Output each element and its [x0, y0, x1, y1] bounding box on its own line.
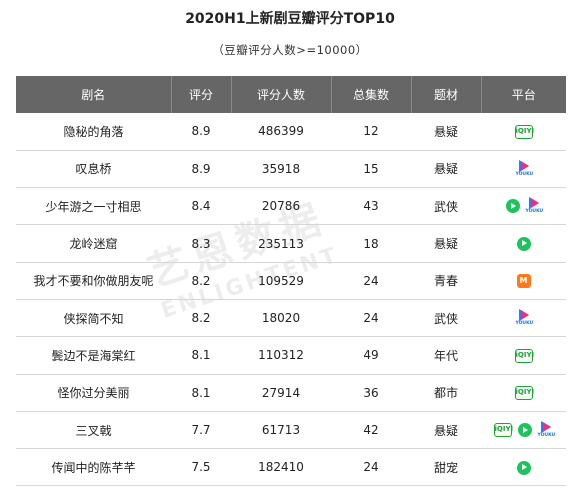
tencent-video-icon	[517, 423, 532, 438]
votes-cell: 110312	[231, 336, 331, 375]
table-row: 侠探简不知 8.2 18020 24 武侠 YOUKU	[16, 299, 566, 338]
episodes-cell: 36	[331, 374, 411, 412]
header-platform: 平台	[481, 76, 566, 113]
iqiyi-icon: iQIYI	[514, 124, 534, 139]
platform-cell: iQIYI	[481, 336, 566, 375]
genre-cell: 武侠	[411, 187, 481, 226]
score-cell: 8.9	[171, 113, 231, 151]
header-score: 评分	[171, 76, 232, 113]
genre-cell: 悬疑	[411, 113, 481, 151]
votes-cell: 486399	[231, 113, 331, 151]
genre-cell: 武侠	[411, 299, 481, 338]
votes-cell: 18020	[231, 299, 331, 338]
score-cell: 8.1	[171, 374, 231, 412]
youku-icon: YOUKU	[538, 421, 555, 439]
score-cell: 8.9	[171, 150, 231, 189]
platform-cell: YOUKU	[481, 187, 566, 226]
episodes-cell: 24	[331, 448, 411, 487]
votes-cell: 61713	[231, 411, 331, 450]
table-row: 龙岭迷窟 8.3 235113 18 悬疑	[16, 224, 566, 263]
youku-icon: YOUKU	[516, 309, 533, 327]
table-row: 叹息桥 8.9 35918 15 悬疑 YOUKU	[16, 150, 566, 189]
votes-cell: 20786	[231, 187, 331, 226]
table-row: 鬓边不是海棠红 8.1 110312 49 年代 iQIYI	[16, 336, 566, 375]
header-votes: 评分人数	[231, 76, 332, 113]
episodes-cell: 49	[331, 336, 411, 375]
votes-cell: 182410	[231, 448, 331, 487]
page-title: 2020H1上新剧豆瓣评分TOP10	[185, 11, 395, 27]
table-row: 少年游之一寸相思 8.4 20786 43 武侠 YOUKU	[16, 187, 566, 226]
votes-cell: 35918	[231, 150, 331, 189]
platform-cell: iQIYI	[481, 113, 566, 151]
platform-cell: YOUKU	[481, 299, 566, 338]
score-cell: 8.4	[171, 187, 231, 226]
genre-cell: 青春	[411, 262, 481, 300]
episodes-cell: 12	[331, 113, 411, 151]
table-row: 我才不要和你做朋友呢 8.2 109529 24 青春 M	[16, 262, 566, 300]
votes-cell: 27914	[231, 374, 331, 412]
drama-name-cell: 隐秘的角落	[16, 113, 171, 151]
episodes-cell: 43	[331, 187, 411, 226]
table-header-row: 剧名 评分 评分人数 总集数 题材 平台	[16, 76, 566, 113]
drama-name-cell: 少年游之一寸相思	[16, 187, 171, 226]
episodes-cell: 24	[331, 299, 411, 338]
drama-name-cell: 叹息桥	[16, 150, 171, 189]
youku-icon: YOUKU	[526, 197, 543, 215]
votes-cell: 109529	[231, 262, 331, 300]
score-cell: 7.5	[171, 448, 231, 487]
iqiyi-icon: iQIYI	[493, 423, 513, 438]
tencent-video-icon	[505, 199, 520, 214]
genre-cell: 悬疑	[411, 150, 481, 189]
drama-name-cell: 我才不要和你做朋友呢	[16, 262, 171, 300]
platform-cell	[481, 448, 566, 487]
genre-cell: 悬疑	[411, 411, 481, 450]
score-cell: 7.7	[171, 411, 231, 450]
platform-cell: iQIYI YOUKU	[481, 411, 566, 450]
platform-cell: YOUKU	[481, 150, 566, 189]
iqiyi-icon: iQIYI	[514, 348, 534, 363]
mango-tv-icon: M	[516, 274, 531, 289]
episodes-cell: 24	[331, 262, 411, 300]
genre-cell: 年代	[411, 336, 481, 375]
table-row: 怪你过分美丽 8.1 27914 36 都市 iQIYI	[16, 374, 566, 412]
tencent-video-icon	[516, 460, 531, 475]
drama-name-cell: 怪你过分美丽	[16, 374, 171, 412]
episodes-cell: 18	[331, 224, 411, 263]
drama-name-cell: 传闻中的陈芊芊	[16, 448, 171, 487]
platform-cell	[481, 224, 566, 263]
score-cell: 8.2	[171, 262, 231, 300]
genre-cell: 都市	[411, 374, 481, 412]
genre-cell: 甜宠	[411, 448, 481, 487]
drama-name-cell: 三叉戟	[16, 411, 171, 450]
platform-cell: iQIYI	[481, 374, 566, 412]
drama-name-cell: 鬓边不是海棠红	[16, 336, 171, 375]
genre-cell: 悬疑	[411, 224, 481, 263]
drama-name-cell: 龙岭迷窟	[16, 224, 171, 263]
votes-cell: 235113	[231, 224, 331, 263]
table-body: 隐秘的角落 8.9 486399 12 悬疑 iQIYI 叹息桥 8.9 35918 15 悬疑 YO…	[16, 113, 566, 487]
score-cell: 8.2	[171, 299, 231, 338]
tencent-video-icon	[516, 236, 531, 251]
table-row: 三叉戟 7.7 61713 42 悬疑 iQIYI YOUKU	[16, 411, 566, 450]
youku-icon: YOUKU	[516, 159, 533, 178]
table-row: 隐秘的角落 8.9 486399 12 悬疑 iQIYI	[16, 113, 566, 151]
score-cell: 8.1	[171, 336, 231, 375]
score-cell: 8.3	[171, 224, 231, 263]
page-subtitle: （豆瓣评分人数>=10000）	[212, 43, 368, 57]
header-episodes: 总集数	[331, 76, 412, 113]
episodes-cell: 42	[331, 411, 411, 450]
table-row: 传闻中的陈芊芊 7.5 182410 24 甜宠	[16, 448, 566, 487]
platform-cell: M	[481, 262, 566, 300]
ranking-table: 剧名 评分 评分人数 总集数 题材 平台 隐秘的角落 8.9 486399 12 悬疑 i…	[16, 76, 566, 487]
header-genre: 题材	[411, 76, 482, 113]
iqiyi-icon: iQIYI	[514, 385, 534, 400]
episodes-cell: 15	[331, 150, 411, 189]
drama-name-cell: 侠探简不知	[16, 299, 171, 338]
header-name: 剧名	[16, 76, 172, 113]
